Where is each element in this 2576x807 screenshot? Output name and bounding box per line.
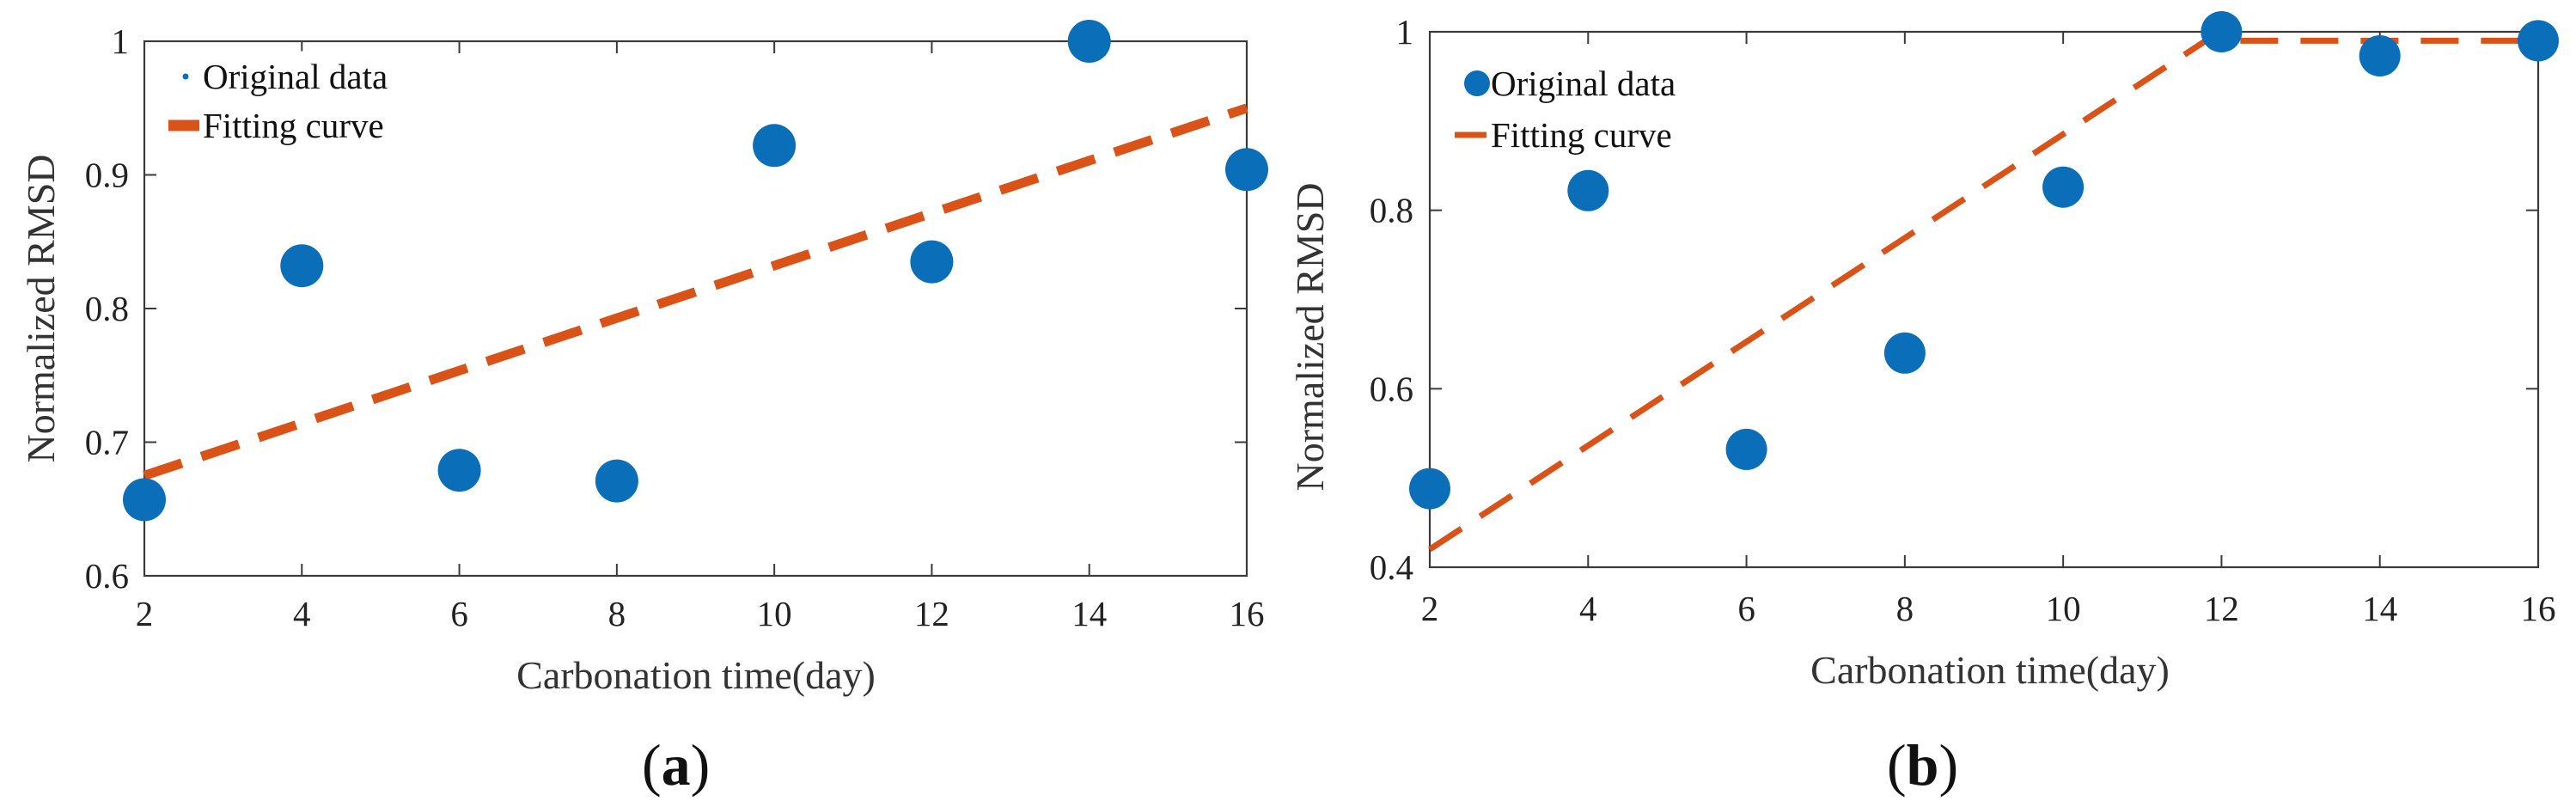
data-point bbox=[1567, 169, 1609, 211]
panel-label-b: (b) bbox=[1887, 732, 1958, 798]
x-tick-label: 6 bbox=[450, 594, 468, 633]
x-tick-label: 2 bbox=[136, 594, 154, 633]
x-tick-label: 8 bbox=[608, 594, 626, 633]
y-tick-marks-b: 0.4 0.6 0.8 1 bbox=[1370, 12, 2538, 587]
panel-label-a-close: ) bbox=[691, 732, 711, 798]
data-point bbox=[123, 478, 166, 522]
data-points-a bbox=[123, 20, 1268, 522]
data-point bbox=[2201, 11, 2243, 52]
y-axis-label-a: Normalized RMSD bbox=[19, 154, 63, 462]
x-tick-label: 16 bbox=[2521, 589, 2556, 628]
panel-label-a-letter: a bbox=[662, 732, 691, 798]
y-tick-label: 0.8 bbox=[85, 289, 129, 328]
y-tick-label: 0.6 bbox=[85, 556, 129, 596]
legend-marker-original-a bbox=[182, 73, 189, 80]
data-point bbox=[2359, 35, 2401, 76]
legend-b: Original data Fitting curve bbox=[1443, 44, 1735, 162]
data-point bbox=[595, 459, 638, 503]
data-point bbox=[753, 124, 797, 168]
y-tick-label: 0.9 bbox=[85, 156, 129, 195]
chart-panel-a: 0.6 0.7 0.8 0.9 1 2 4 6 8 10 12 14 16 Carbonation t… bbox=[19, 20, 1268, 798]
x-tick-label: 12 bbox=[2204, 589, 2239, 628]
data-point bbox=[1409, 468, 1450, 510]
data-point bbox=[2042, 166, 2085, 208]
data-point bbox=[1067, 20, 1111, 63]
x-tick-label: 4 bbox=[1579, 589, 1597, 628]
panel-label-a-open: ( bbox=[642, 732, 662, 798]
x-tick-label: 8 bbox=[1896, 589, 1914, 628]
x-tick-label: 6 bbox=[1737, 589, 1755, 628]
data-point bbox=[1725, 428, 1767, 470]
legend-label-fitting-a: Fitting curve bbox=[203, 106, 384, 145]
data-point bbox=[437, 449, 481, 492]
chart-panel-b: 0.4 0.6 0.8 1 2 4 6 8 10 12 14 16 Carbonation time… bbox=[1288, 11, 2559, 798]
fitting-curve-a bbox=[143, 103, 1248, 480]
x-tick-label: 16 bbox=[1230, 594, 1265, 633]
plot-frame-b bbox=[1428, 30, 2540, 569]
data-points-b bbox=[1409, 11, 2559, 510]
data-point bbox=[280, 244, 324, 288]
data-point bbox=[910, 240, 954, 284]
legend-label-fitting-b: Fitting curve bbox=[1491, 115, 1672, 155]
legend-box-a bbox=[164, 51, 456, 156]
panel-label-b-open: ( bbox=[1887, 732, 1907, 798]
data-point bbox=[2518, 20, 2559, 62]
x-tick-label: 10 bbox=[2046, 589, 2081, 628]
x-tick-label: 12 bbox=[914, 594, 949, 633]
legend-label-original-a: Original data bbox=[203, 57, 388, 96]
data-point bbox=[1883, 332, 1926, 374]
y-tick-marks-a: 0.6 0.7 0.8 0.9 1 bbox=[85, 21, 1247, 596]
y-tick-label: 0.6 bbox=[1370, 369, 1413, 408]
x-tick-label: 14 bbox=[2362, 589, 2397, 628]
x-axis-label-a: Carbonation time(day) bbox=[516, 653, 876, 697]
x-tick-label: 4 bbox=[293, 594, 311, 633]
x-tick-marks-a: 2 4 6 8 10 12 14 16 bbox=[136, 41, 1265, 633]
y-tick-label: 0.8 bbox=[1370, 191, 1413, 230]
legend-marker-original-b bbox=[1464, 70, 1490, 96]
panel-label-a: (a) bbox=[642, 732, 710, 798]
panel-label-b-close: ) bbox=[1938, 732, 1958, 798]
legend-label-original-b: Original data bbox=[1491, 64, 1676, 103]
x-tick-label: 2 bbox=[1421, 589, 1439, 628]
legend-a: Original data Fitting curve bbox=[164, 51, 456, 156]
y-tick-label: 1 bbox=[1396, 12, 1414, 52]
y-axis-label-b: Normalized RMSD bbox=[1288, 182, 1332, 491]
panel-label-b-letter: b bbox=[1907, 732, 1939, 798]
fitting-curve-line bbox=[143, 103, 1248, 480]
y-tick-label: 0.4 bbox=[1370, 547, 1413, 587]
y-tick-label: 1 bbox=[112, 21, 130, 61]
legend-box-b bbox=[1443, 44, 1735, 162]
x-tick-label: 14 bbox=[1071, 594, 1107, 633]
data-point bbox=[1225, 148, 1268, 192]
x-axis-label-b: Carbonation time(day) bbox=[1810, 648, 2170, 692]
x-tick-label: 10 bbox=[757, 594, 792, 633]
y-tick-label: 0.7 bbox=[85, 423, 129, 462]
